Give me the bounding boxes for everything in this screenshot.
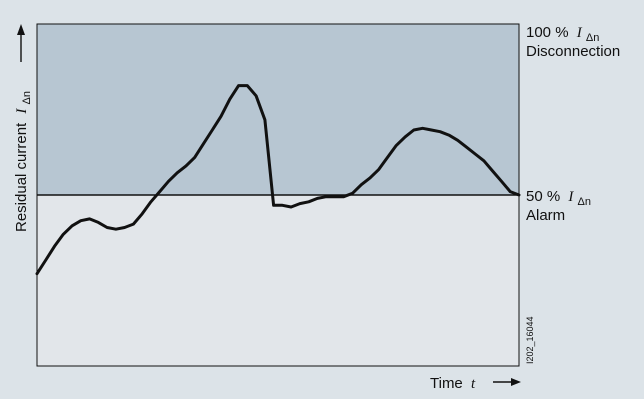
svg-text:Time t: Time t xyxy=(430,375,476,392)
disconnection-name: Disconnection xyxy=(526,43,620,60)
y-axis-label: Residual current I Δn xyxy=(13,91,33,232)
disconnection-zone xyxy=(37,24,519,195)
x-axis-symbol: t xyxy=(471,376,476,392)
alarm-zone xyxy=(37,195,519,366)
svg-text:50 % I Δn: 50 % I Δn xyxy=(526,188,591,208)
y-axis-subscript: Δn xyxy=(21,91,33,104)
alarm-percent: 50 % xyxy=(526,188,560,205)
alarm-level-label: 50 % I Δn Alarm xyxy=(526,188,591,224)
disconnection-symbol: I xyxy=(576,25,583,41)
arrow-right-icon xyxy=(493,378,521,386)
disconnection-level-label: 100 % I Δn Disconnection xyxy=(526,24,620,60)
residual-current-curve xyxy=(35,84,521,276)
arrow-up-icon xyxy=(17,24,25,62)
figure-code: I202_16044 xyxy=(525,316,535,364)
alarm-subscript: Δn xyxy=(578,196,591,208)
alarm-symbol: I xyxy=(567,189,574,205)
y-axis-symbol: I xyxy=(14,108,30,115)
x-axis-label: Time t xyxy=(430,375,476,392)
svg-text:100 % I Δn: 100 % I Δn xyxy=(526,24,599,44)
x-axis-label-text: Time xyxy=(430,375,463,392)
disconnection-subscript: Δn xyxy=(586,32,599,44)
disconnection-percent: 100 % xyxy=(526,24,569,41)
alarm-name: Alarm xyxy=(526,207,565,224)
svg-text:Residual current I: Residual current I Δn xyxy=(13,91,33,232)
y-axis-label-text: Residual current xyxy=(13,122,30,232)
